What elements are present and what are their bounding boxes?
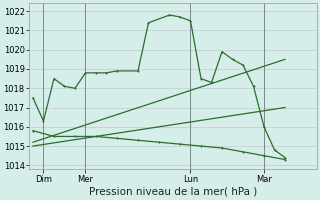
X-axis label: Pression niveau de la mer( hPa ): Pression niveau de la mer( hPa ) xyxy=(89,187,257,197)
